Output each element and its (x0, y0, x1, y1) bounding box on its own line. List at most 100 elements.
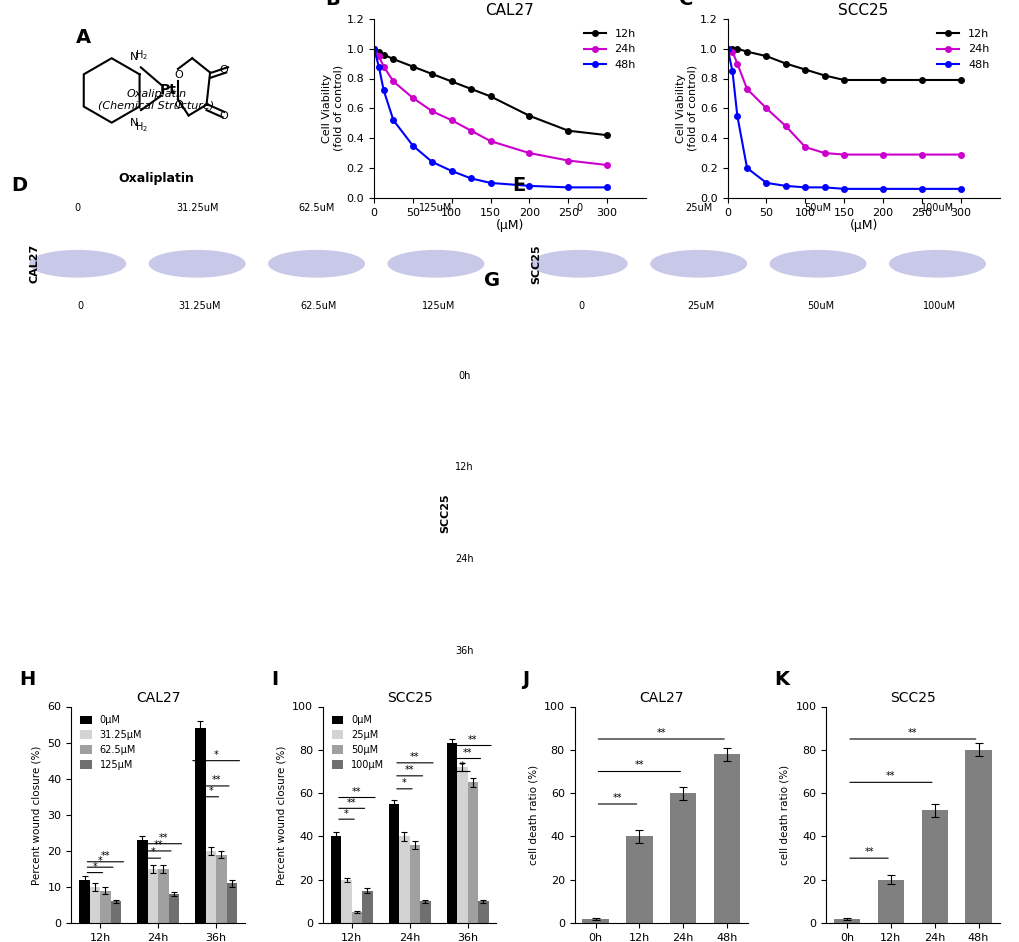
Text: 0: 0 (578, 301, 584, 311)
Text: **: ** (159, 833, 168, 843)
Bar (964, 750, 990, 923)
Y-axis label: Cell Viability
(fold of control): Cell Viability (fold of control) (675, 65, 697, 152)
Text: **: ** (211, 775, 221, 785)
Bar (410, 845, 420, 923)
12h (387, 54, 399, 65)
Circle shape (769, 251, 865, 277)
Bar (877, 880, 903, 923)
48h (484, 177, 496, 188)
24h (818, 147, 830, 158)
Bar (468, 782, 478, 923)
Text: 50uM: 50uM (806, 301, 834, 311)
Text: O: O (174, 101, 182, 110)
Text: 31.25uM: 31.25uM (175, 203, 218, 214)
Bar (168, 894, 179, 923)
Text: O: O (219, 111, 227, 122)
Bar (195, 728, 206, 923)
24h (523, 147, 535, 158)
Text: SCC25: SCC25 (531, 244, 541, 284)
Title: SCC25: SCC25 (386, 691, 432, 706)
Text: *: * (98, 856, 103, 866)
48h (915, 183, 927, 195)
Bar (352, 912, 362, 923)
Text: O: O (174, 70, 182, 80)
24h (600, 159, 612, 171)
Line: 48h: 48h (725, 46, 963, 191)
12h (799, 64, 811, 75)
12h (779, 58, 791, 70)
48h (387, 115, 399, 126)
Text: 62.5uM: 62.5uM (299, 203, 334, 214)
Text: 0: 0 (74, 203, 81, 214)
48h (759, 177, 771, 188)
24h (484, 136, 496, 147)
12h (818, 70, 830, 81)
Text: 125uM: 125uM (419, 203, 452, 214)
Bar (626, 836, 652, 923)
Bar (834, 918, 859, 923)
Bar (446, 743, 457, 923)
Title: CAL27: CAL27 (136, 691, 180, 706)
24h (445, 115, 458, 126)
Text: H$_2$: H$_2$ (135, 120, 148, 134)
Text: O: O (219, 65, 227, 74)
Text: 31.25uM: 31.25uM (178, 301, 220, 311)
48h (407, 140, 419, 152)
Text: 62.5uM: 62.5uM (301, 301, 337, 311)
24h (799, 141, 811, 153)
Text: Oxaliplatin: Oxaliplatin (118, 172, 195, 186)
Circle shape (269, 251, 364, 277)
Bar (216, 854, 226, 923)
Legend: 0μM, 31.25μM, 62.5μM, 125μM: 0μM, 31.25μM, 62.5μM, 125μM (76, 711, 146, 773)
Text: *: * (214, 750, 218, 759)
24h (368, 43, 380, 55)
X-axis label: (μM): (μM) (495, 219, 524, 232)
Text: **: ** (410, 752, 419, 762)
48h (779, 180, 791, 191)
Bar (420, 901, 430, 923)
12h (720, 43, 733, 55)
48h (818, 182, 830, 193)
12h (372, 46, 384, 57)
Line: 24h: 24h (725, 46, 963, 157)
24h (426, 106, 438, 117)
Text: K: K (773, 670, 789, 689)
24h (759, 103, 771, 114)
Line: 12h: 12h (725, 46, 963, 83)
24h (372, 51, 384, 62)
Text: **: ** (907, 728, 917, 738)
24h (779, 121, 791, 132)
Y-axis label: Cell Viability
(fold of control): Cell Viability (fold of control) (322, 65, 343, 152)
Bar (148, 869, 158, 923)
12h (838, 74, 850, 86)
Bar (582, 918, 608, 923)
24h (740, 83, 752, 94)
Text: 0h: 0h (458, 370, 471, 381)
Bar (206, 851, 216, 923)
Title: CAL27: CAL27 (485, 3, 534, 18)
Bar (90, 887, 100, 923)
Text: C: C (678, 0, 692, 8)
Legend: 12h, 24h, 48h: 12h, 24h, 48h (579, 24, 640, 74)
Text: I: I (271, 670, 278, 689)
Text: A: A (75, 27, 91, 47)
48h (561, 182, 574, 193)
Y-axis label: Percent wound closure (%): Percent wound closure (%) (32, 745, 42, 885)
Text: E: E (512, 176, 525, 195)
48h (876, 183, 889, 195)
Circle shape (531, 251, 627, 277)
Text: **: ** (612, 793, 622, 803)
Bar (110, 901, 121, 923)
Text: G: G (483, 270, 499, 289)
Bar (79, 880, 90, 923)
Text: J: J (522, 670, 529, 689)
Text: N: N (129, 52, 138, 62)
Y-axis label: Percent wound closure (%): Percent wound closure (%) (276, 745, 286, 885)
24h (726, 46, 738, 57)
Bar (158, 869, 168, 923)
Text: **: ** (405, 765, 414, 775)
24h (387, 75, 399, 87)
48h (368, 43, 380, 55)
Text: Pt: Pt (160, 83, 176, 97)
Legend: 12h, 24h, 48h: 12h, 24h, 48h (931, 24, 994, 74)
